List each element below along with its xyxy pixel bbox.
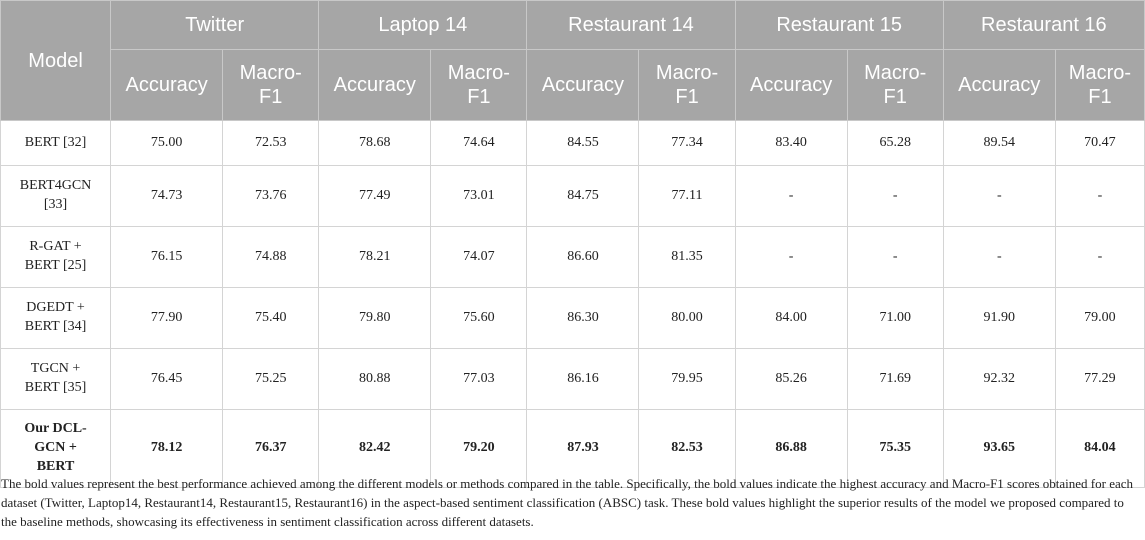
metric-header-row: Accuracy Macro- F1 Accuracy Macro- F1 Accu… — [1, 49, 1145, 121]
value-cell: 70.47 — [1054, 120, 1145, 166]
value-cell: 80.88 — [318, 348, 432, 410]
value-cell: 75.60 — [430, 287, 528, 349]
value-cell: 79.00 — [1054, 287, 1145, 349]
accuracy-header: Accuracy — [734, 49, 848, 121]
table-row: BERT4GCN [33] 74.73 73.76 77.49 73.01 84.… — [0, 165, 1145, 227]
value-cell: - — [846, 165, 944, 227]
value-cell: 72.53 — [222, 120, 320, 166]
value-cell: 75.25 — [222, 348, 320, 410]
dataset-header: Restaurant 14 — [526, 0, 736, 50]
value-cell: 83.40 — [734, 120, 848, 166]
value-cell: - — [846, 226, 944, 288]
value-cell: 86.60 — [526, 226, 640, 288]
value-cell: 77.34 — [638, 120, 736, 166]
value-cell: 86.16 — [526, 348, 640, 410]
value-cell: 71.69 — [846, 348, 944, 410]
macro-f1-header: Macro- F1 — [1054, 49, 1145, 121]
value-cell: 84.00 — [734, 287, 848, 349]
value-cell: 74.64 — [430, 120, 528, 166]
value-cell: 87.93 — [526, 409, 640, 488]
macro-f1-header: Macro- F1 — [430, 49, 528, 121]
value-cell: 84.75 — [526, 165, 640, 227]
value-cell: 86.30 — [526, 287, 640, 349]
value-cell: 78.21 — [318, 226, 432, 288]
value-cell: 74.07 — [430, 226, 528, 288]
value-cell: 73.01 — [430, 165, 528, 227]
value-cell: - — [942, 165, 1056, 227]
value-cell: 75.40 — [222, 287, 320, 349]
value-cell: 93.65 — [942, 409, 1056, 488]
dataset-header: Laptop 14 — [318, 0, 528, 50]
table-footnote: The bold values represent the best perfo… — [1, 476, 1134, 529]
value-cell: 76.15 — [110, 226, 224, 288]
value-cell: 89.54 — [942, 120, 1056, 166]
value-cell: 81.35 — [638, 226, 736, 288]
accuracy-header: Accuracy — [318, 49, 432, 121]
dataset-header: Restaurant 16 — [942, 0, 1145, 50]
table-row: DGEDT + BERT [34] 77.90 75.40 79.80 75.60… — [0, 287, 1145, 349]
value-cell: 73.76 — [222, 165, 320, 227]
value-cell: 80.00 — [638, 287, 736, 349]
value-cell: 92.32 — [942, 348, 1056, 410]
dataset-header: Twitter — [110, 0, 320, 50]
value-cell: 79.80 — [318, 287, 432, 349]
accuracy-header: Accuracy — [942, 49, 1056, 121]
model-name-cell: Our DCL- GCN + BERT — [0, 409, 112, 488]
value-cell: - — [734, 226, 848, 288]
value-cell: 77.90 — [110, 287, 224, 349]
value-cell: - — [1054, 226, 1145, 288]
dataset-header-row: Model Twitter Laptop 14 Restaurant 14 Re… — [0, 0, 1145, 121]
model-name-cell: BERT [32] — [0, 120, 112, 166]
value-cell: 79.95 — [638, 348, 736, 410]
value-cell: 78.68 — [318, 120, 432, 166]
accuracy-header: Accuracy — [110, 49, 224, 121]
value-cell: 78.12 — [110, 409, 224, 488]
value-cell: 77.03 — [430, 348, 528, 410]
table-row: BERT [32] 75.00 72.53 78.68 74.64 84.55 … — [0, 120, 1145, 166]
value-cell: 77.29 — [1054, 348, 1145, 410]
value-cell: - — [1054, 165, 1145, 227]
macro-f1-header: Macro- F1 — [638, 49, 736, 121]
value-cell: 86.88 — [734, 409, 848, 488]
table-row: TGCN + BERT [35] 76.45 75.25 80.88 77.03 … — [0, 348, 1145, 410]
value-cell: 76.45 — [110, 348, 224, 410]
value-cell: 75.00 — [110, 120, 224, 166]
value-cell: 91.90 — [942, 287, 1056, 349]
value-cell: - — [734, 165, 848, 227]
results-table: Model Twitter Laptop 14 Restaurant 14 Re… — [0, 0, 1145, 488]
value-cell: 76.37 — [222, 409, 320, 488]
model-column-header: Model — [0, 0, 112, 121]
value-cell: 84.04 — [1054, 409, 1145, 488]
model-name-cell: BERT4GCN [33] — [0, 165, 112, 227]
value-cell: 85.26 — [734, 348, 848, 410]
value-cell: 79.20 — [430, 409, 528, 488]
table-row: R-GAT + BERT [25] 76.15 74.88 78.21 74.07… — [0, 226, 1145, 288]
value-cell: 74.88 — [222, 226, 320, 288]
value-cell: 77.11 — [638, 165, 736, 227]
value-cell: 84.55 — [526, 120, 640, 166]
model-name-cell: R-GAT + BERT [25] — [0, 226, 112, 288]
macro-f1-header: Macro- F1 — [222, 49, 320, 121]
model-name-cell: DGEDT + BERT [34] — [0, 287, 112, 349]
model-name-cell: TGCN + BERT [35] — [0, 348, 112, 410]
value-cell: - — [942, 226, 1056, 288]
value-cell: 77.49 — [318, 165, 432, 227]
value-cell: 82.53 — [638, 409, 736, 488]
value-cell: 65.28 — [846, 120, 944, 166]
dataset-header: Restaurant 15 — [734, 0, 944, 50]
value-cell: 71.00 — [846, 287, 944, 349]
table-row-best: Our DCL- GCN + BERT 78.12 76.37 82.42 79.2… — [0, 409, 1145, 488]
value-cell: 75.35 — [846, 409, 944, 488]
accuracy-header: Accuracy — [526, 49, 640, 121]
value-cell: 74.73 — [110, 165, 224, 227]
macro-f1-header: Macro- F1 — [846, 49, 944, 121]
